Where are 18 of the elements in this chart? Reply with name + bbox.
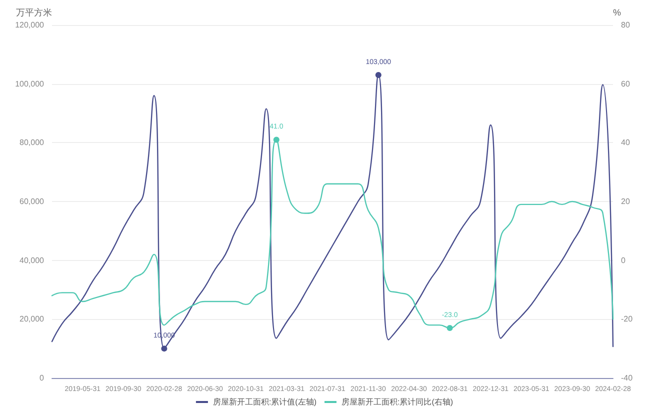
y-tick-label: 60,000 [20,197,45,206]
y-tick-label: 80,000 [20,138,45,148]
y-tick-label: 20,000 [20,314,45,324]
y-axis-title: 万平方米 [16,8,52,18]
y-tick-label: 120,000 [15,20,45,30]
legend-label: 房屋新开工面积:累计值(左轴) [212,398,317,406]
y2-tick-label: 60 [621,79,630,88]
y-tick-label: 40,000 [20,256,45,265]
y2-tick-label: 80 [621,20,630,30]
y2-tick-label: -20 [621,314,634,324]
legend-label: 房屋新开工面积:累计同比(右轴) [342,398,454,406]
y2-tick-label: 40 [621,138,630,148]
y2-tick-label: 20 [621,197,630,206]
y2-tick-label: 0 [621,256,626,265]
y2-axis-title: % [613,8,622,18]
y-tick-label: 0 [40,374,45,382]
y-tick-label: 100,000 [15,79,45,88]
y2-tick-label: -40 [621,374,634,382]
